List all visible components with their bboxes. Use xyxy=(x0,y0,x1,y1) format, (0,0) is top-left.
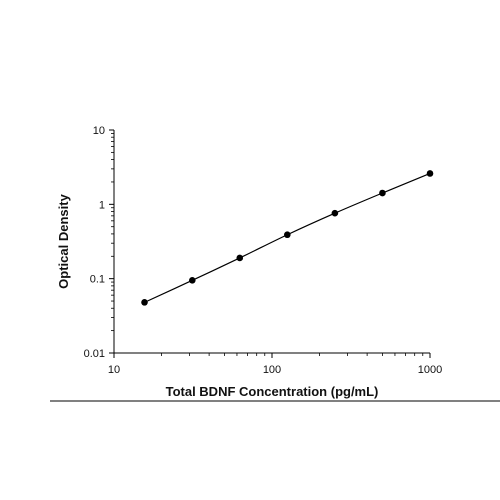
x-tick-label: 1000 xyxy=(418,364,442,376)
y-tick-label: 10 xyxy=(93,125,105,137)
data-point xyxy=(331,209,339,217)
data-point xyxy=(426,170,434,177)
data-point xyxy=(284,231,291,239)
data-point xyxy=(379,189,386,197)
x-axis-ticks: 10 100 1000 xyxy=(108,353,442,376)
y-tick-label: 0.1 xyxy=(90,274,105,286)
y-axis-title: Optical Density xyxy=(56,193,71,288)
y-tick-label: 1 xyxy=(99,199,105,211)
data-point xyxy=(188,277,196,284)
x-tick-label: 10 xyxy=(108,364,120,376)
x-axis-title: Total BDNF Concentration (pg/mL) xyxy=(166,384,379,399)
x-tick-label: 100 xyxy=(263,364,281,376)
data-point xyxy=(236,254,244,262)
data-point xyxy=(141,299,148,306)
data-points xyxy=(141,170,434,306)
y-axis-ticks: 10 1 0.1 0.01 xyxy=(84,125,114,360)
y-tick-label: 0.01 xyxy=(84,348,105,360)
